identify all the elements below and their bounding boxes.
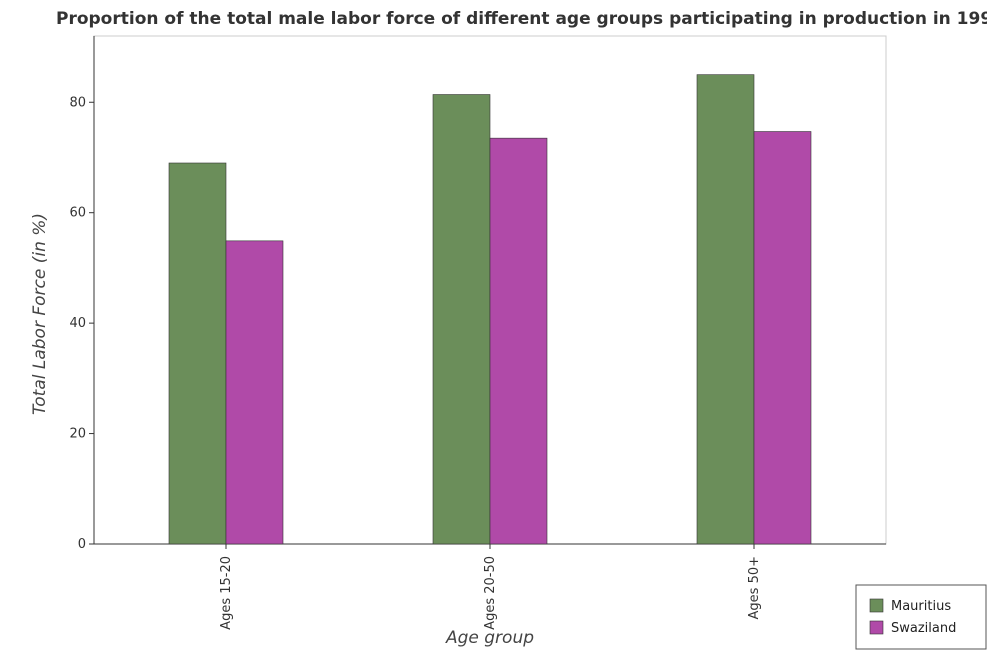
- x-tick-label: Ages 15-20: [219, 556, 234, 630]
- chart-title: Proportion of the total male labor force…: [56, 9, 987, 29]
- y-tick-label: 0: [78, 537, 86, 552]
- bar-mauritius-3: [696, 74, 755, 545]
- legend-label-mauritius: Mauritius: [891, 599, 951, 614]
- bar-mauritius-1: [168, 162, 227, 545]
- bar-swaziland-3: [753, 131, 812, 545]
- bar-swaziland-2: [489, 137, 548, 545]
- legend-label-swaziland: Swaziland: [891, 621, 956, 636]
- legend-box: [855, 584, 987, 650]
- bar-mauritius-2: [432, 94, 491, 545]
- bar-swaziland-1: [225, 240, 284, 545]
- legend: Mauritius Swaziland: [855, 584, 987, 650]
- plot-area: 0 20 40 60 80 Ages 15-20 Ages 20-50 Ages 50+: [69, 35, 887, 630]
- x-tick-label: Ages 50+: [747, 556, 762, 619]
- y-axis-title: Total Labor Force (in %): [30, 213, 50, 415]
- y-tick-label: 80: [69, 95, 86, 110]
- y-tick-label: 20: [69, 427, 86, 442]
- y-tick-label: 60: [69, 206, 86, 221]
- x-tick-label: Ages 20-50: [483, 556, 498, 630]
- x-axis-title: Age group: [445, 628, 534, 648]
- y-tick-label: 40: [69, 316, 86, 331]
- legend-swatch-mauritius: [869, 598, 884, 613]
- legend-swatch-swaziland: [869, 620, 884, 635]
